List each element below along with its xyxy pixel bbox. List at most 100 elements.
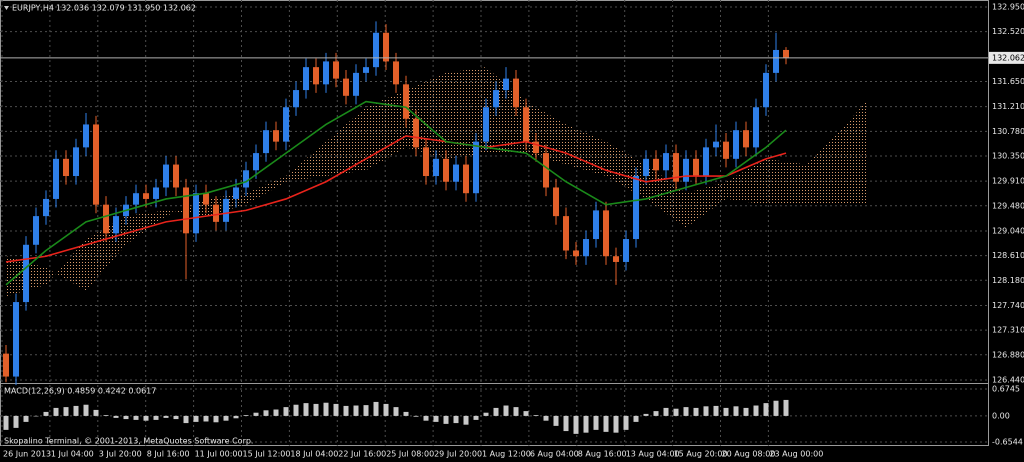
histogram-bar [773,400,779,416]
candle-body [53,158,59,199]
x-tick-label: 8 Jul 16:00 [147,450,190,459]
histogram-bar [183,415,189,424]
y-tick-label: 126.880 [992,350,1024,359]
y-tick-label: 132.950 [992,2,1024,11]
histogram-bar [273,409,279,416]
x-tick-label: 13 Aug 04:00 [626,450,680,459]
histogram-bar [233,415,239,419]
x-tick-label: 29 Jul 20:00 [434,450,482,459]
candle-body [583,239,589,257]
histogram-bar [583,415,589,433]
candle-body [713,141,719,148]
histogram-bar [503,405,509,416]
candle-body [723,141,729,159]
histogram-bar [433,415,439,422]
x-tick-label: 25 Jul 08:00 [386,450,434,459]
candle-body [133,193,139,205]
histogram-bar [493,407,499,416]
histogram-bar [213,415,219,423]
symbol: EURJPY,H4 [12,4,54,13]
histogram-bar [193,415,199,422]
histogram-bar [223,415,229,421]
histogram-bar [703,406,709,416]
histogram-bar [393,407,399,416]
histogram-bar [473,415,479,420]
histogram-bar [643,413,649,416]
candle-body [413,118,419,148]
candle-body [223,198,229,222]
candle-body [273,130,279,142]
candle-body [73,147,79,177]
y-tick-label: 126.440 [992,375,1024,384]
histogram-bar [523,411,529,416]
y-tick-label: 128.180 [992,276,1024,285]
histogram-bar [373,401,379,416]
candle-body [163,164,169,188]
candle-body [463,164,469,194]
histogram-bar [363,405,369,416]
histogram-bar [93,409,99,416]
candle-body [403,84,409,119]
candle-body [263,130,269,154]
candle-body [453,164,459,182]
candle-body [743,130,749,148]
candle-body [43,198,49,217]
histogram-bar [733,406,739,416]
histogram-bar [73,405,79,416]
candle-body [753,107,759,148]
histogram-bar [283,407,289,416]
candle-body [773,49,779,73]
footer: Skopalino Terminal, © 2001-2013, MetaQuo… [4,437,253,446]
x-tick-label: 3 Jul 20:00 [99,450,142,459]
candle-body [253,153,259,171]
candle-body [83,124,89,148]
histogram-bar [763,403,769,416]
histogram-bar [683,407,689,416]
candle-body [643,158,649,177]
y-tick-label: 130.350 [992,151,1024,160]
candle-body [353,72,359,96]
x-tick-label: 8 Aug 16:00 [578,450,627,459]
moving-average [5,100,787,286]
candle-body [573,250,579,257]
macd-label: MACD(12,26,9) 0.4859 0.4242 0.0617 [4,387,156,396]
histogram-bar [3,415,9,430]
histogram-bar [783,399,789,416]
moving-average [5,135,787,263]
candle-body [203,193,209,205]
histogram-bar [463,415,469,425]
candle-body [593,210,599,240]
candle-body [153,187,159,199]
x-tick-label: 18 Jul 04:00 [290,450,338,459]
candle-body [373,32,379,68]
candle-body [653,158,659,171]
candle-body [313,67,319,85]
histogram-bar [203,415,209,422]
histogram-bar [343,405,349,416]
candle-body [633,176,639,240]
histogram-bar [113,415,119,418]
candle-body [23,244,29,303]
x-tick-label: 6 Aug 04:00 [530,450,579,459]
histogram-bar [533,415,539,416]
candle-body [363,67,369,73]
histogram-bar [483,412,489,416]
symbol-icon [4,6,9,10]
candle-body [553,187,559,217]
histogram-bar [103,415,109,416]
histogram-bar [413,415,419,417]
candle-body [103,204,109,234]
candle-body [513,78,519,108]
histogram-bar [23,415,29,422]
histogram-bar [83,404,89,416]
candle-body [483,107,489,142]
candle-body [173,164,179,188]
x-tick-label: 15 Aug 20:00 [674,450,728,459]
frame [0,0,989,446]
histogram-bar [253,412,259,416]
histogram-bar [713,405,719,416]
y-tick-label: -0.6544 [992,438,1023,447]
x-tick-label: 20 Aug 08:00 [722,450,776,459]
histogram-bar [333,403,339,416]
